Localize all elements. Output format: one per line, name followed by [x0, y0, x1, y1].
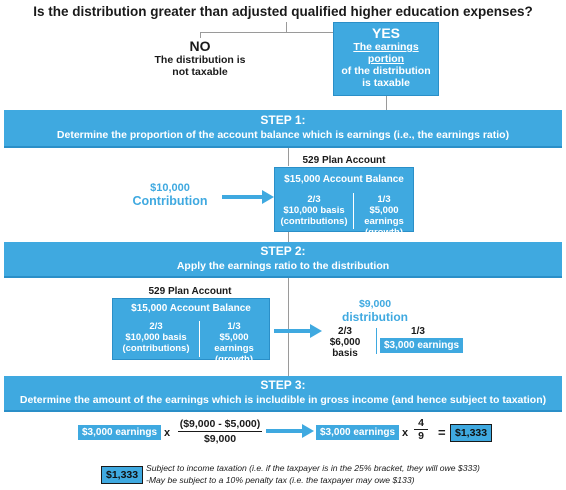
step3-bar: STEP 3: Determine the amount of the earn…: [4, 376, 562, 412]
no-line-1: The distribution is: [154, 54, 246, 66]
contribution-amount: $10,000: [150, 182, 190, 194]
step1-account-title: 529 Plan Account: [302, 155, 386, 166]
yes-line-1: The earnings portion: [353, 41, 419, 65]
step1-heading: STEP 1:: [260, 113, 306, 127]
result-chip: $1,333: [450, 424, 493, 442]
multiply-sign-2: x: [402, 427, 409, 439]
connector-line: [286, 22, 287, 32]
basis-note: (contributions): [122, 343, 190, 354]
basis-label: $10,000 basis: [125, 332, 187, 343]
connector-line: [288, 276, 289, 376]
connector-line: [200, 32, 386, 33]
step1-subheading: Determine the proportion of the account …: [56, 129, 510, 141]
yes-heading: YES: [371, 25, 400, 41]
step2-bar: STEP 2: Apply the earnings ratio to the …: [4, 242, 562, 278]
yes-box: YES The earnings portion of the distribu…: [333, 22, 439, 96]
step1-account-box: $15,000 Account Balance 2/3 $10,000 basi…: [274, 167, 414, 238]
fraction: 2/3: [149, 321, 163, 332]
result-earnings-fraction: 1/3: [411, 326, 425, 337]
step3-heading: STEP 3:: [260, 378, 306, 392]
basis-label: $10,000 basis: [283, 205, 345, 216]
simplified-fraction: 4 9: [414, 417, 428, 442]
step1-balance: $15,000 Account Balance: [284, 174, 404, 185]
earnings-label: $5,000 earnings: [214, 332, 254, 354]
earnings-label: $5,000 earnings: [364, 205, 404, 227]
equals-sign: =: [438, 425, 446, 440]
connector-line: [200, 32, 201, 38]
result-basis: 2/3 $6,000 basis: [316, 326, 374, 359]
divider: [376, 328, 377, 354]
connector-line: [288, 146, 289, 166]
footnote-chip: $1,333: [101, 466, 144, 484]
no-box: NO The distribution is not taxable: [130, 38, 270, 78]
ratio-numerator: ($9,000 - $5,000): [178, 418, 262, 432]
footnote-text: Subject to income taxation (i.e. if the …: [146, 462, 480, 486]
connector-line: [386, 96, 387, 110]
distribution-amount: $9,000: [358, 298, 392, 310]
earnings-chip-2: $3,000 earnings: [316, 425, 400, 440]
connector-line: [288, 232, 289, 242]
divider: [199, 321, 200, 357]
yes-line-2: of the distribution: [341, 65, 431, 77]
step2-right-portion: 1/3 $5,000 earnings (growth): [200, 321, 268, 365]
step2-balance: $15,000 Account Balance: [131, 303, 251, 314]
step2-heading: STEP 2:: [260, 244, 306, 258]
fraction-denominator: 9: [414, 429, 428, 442]
step2-account-box: $15,000 Account Balance 2/3 $10,000 basi…: [112, 298, 270, 365]
fraction: 2/3: [338, 326, 352, 337]
fraction-numerator: 4: [418, 417, 424, 429]
basis-value: $6,000 basis: [329, 337, 361, 359]
multiply-sign: x: [164, 427, 171, 439]
earnings-note: (growth): [365, 227, 403, 238]
step1-left-portion: 2/3 $10,000 basis (contributions): [277, 194, 351, 227]
step2-subheading: Apply the earnings ratio to the distribu…: [176, 260, 390, 272]
divider: [353, 193, 354, 229]
page-title: Is the distribution greater than adjuste…: [33, 4, 533, 19]
step1-right-portion: 1/3 $5,000 earnings (growth): [354, 194, 414, 238]
step2-left-portion: 2/3 $10,000 basis (contributions): [115, 321, 197, 354]
footnote-line-1: Subject to income taxation (i.e. if the …: [146, 463, 480, 473]
arrow-right-icon: [274, 324, 322, 338]
distribution: $9,000 distribution: [330, 298, 420, 324]
arrow-right-icon: [222, 190, 274, 204]
arrow-right-icon: [266, 424, 314, 438]
result-earnings-chip: $3,000 earnings: [380, 338, 464, 353]
ratio-denominator: $9,000: [203, 433, 237, 445]
earnings-chip: $3,000 earnings: [78, 425, 162, 440]
step2-account-title: 529 Plan Account: [148, 286, 232, 297]
distribution-label: distribution: [342, 310, 408, 324]
no-heading: NO: [189, 38, 211, 54]
step1-bar: STEP 1: Determine the proportion of the …: [4, 110, 562, 148]
fraction: 1/3: [227, 321, 241, 332]
fraction: 1/3: [377, 194, 391, 205]
earnings-note: (growth): [215, 354, 253, 365]
fraction: 2/3: [307, 194, 321, 205]
yes-line-3: is taxable: [362, 77, 410, 89]
step3-subheading: Determine the amount of the earnings whi…: [19, 394, 547, 406]
no-line-2: not taxable: [172, 66, 228, 78]
basis-note: (contributions): [280, 216, 348, 227]
contribution: $10,000 Contribution: [120, 182, 220, 208]
ratio-fraction: ($9,000 - $5,000) $9,000: [178, 418, 262, 445]
footnote-line-2: -May be subject to a 10% penalty tax (i.…: [146, 475, 415, 485]
contribution-label: Contribution: [132, 194, 208, 208]
